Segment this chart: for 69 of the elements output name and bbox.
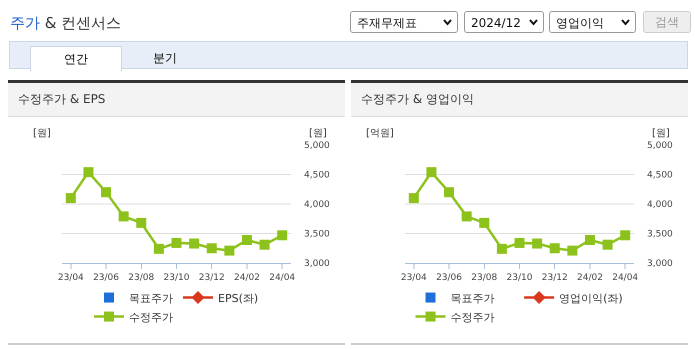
point [224,246,234,256]
y2-tick-label: 4,000 [304,200,330,210]
point [154,244,164,254]
y2-tick-label: 3,000 [304,259,330,270]
point [242,234,252,245]
chart-title: 수정주가 & 영업이익 [351,83,688,117]
legend-label: 수정주가 [129,310,173,324]
y-axis-title: [원] [33,128,51,139]
point [584,234,595,245]
x-tick-label: 23/06 [93,272,120,283]
chart-title: 수정주가 & EPS [8,83,345,117]
point [620,230,630,240]
x-tick-label: 23/08 [471,272,498,283]
point [206,243,217,254]
point [532,238,542,249]
point [426,167,436,178]
point [496,244,507,254]
x-tick-label: 24/04 [612,272,638,283]
x-tick-label: 24/04 [269,272,296,283]
y-axis-title: [억원] [366,128,394,139]
x-tick-label: 23/04 [400,272,428,283]
point [277,230,288,240]
x-tick-label: 23/10 [164,272,190,283]
point [479,218,490,228]
legend-label: 영업이익(좌) [559,292,623,305]
legend-label: EPS(좌) [218,292,258,305]
x-tick-label: 23/12 [198,272,225,283]
x-tick-label: 24/02 [234,272,260,283]
legend-label: 목표주가 [129,292,173,305]
x-tick-label: 23/06 [436,272,462,283]
x-tick-label: 23/08 [128,272,155,283]
point [260,240,270,250]
point [118,211,129,222]
point [408,193,419,204]
point [136,218,146,228]
x-tick-label: 24/02 [576,272,603,283]
y2-tick-label: 4,500 [647,170,674,181]
point [172,238,182,248]
point [444,187,454,198]
text: 분기 [152,50,178,67]
y2-tick-label: 5,000 [647,141,674,152]
y2-tick-label: 5,000 [304,141,330,152]
y2-axis-title: [원] [309,128,327,139]
point [514,238,524,248]
text: 연간 [30,46,122,71]
point [462,211,472,222]
text: 주재무제표 [350,11,458,33]
text: 검색 [643,11,691,33]
x-tick-label: 23/10 [506,272,533,283]
x-tick-label: 23/12 [542,272,568,283]
y2-tick-label: 3,500 [304,230,330,240]
point [567,246,578,256]
point [189,238,200,249]
y2-tick-label: 4,500 [304,170,330,181]
legend-label: 수정주가 [450,310,494,324]
point [83,167,94,178]
point [550,243,560,254]
text: 영업이익 [549,11,636,33]
y2-tick-label: 3,000 [647,259,674,270]
point [602,240,613,250]
text: 2024/12 [464,11,544,33]
text: 주가 & 컨센서스 [10,14,122,32]
legend-label: 목표주가 [450,292,494,305]
x-tick-label: 23/04 [58,272,84,283]
point [66,193,76,204]
point [101,187,112,198]
y2-axis-title: [원] [652,128,670,139]
y2-tick-label: 4,000 [647,200,674,210]
y2-tick-label: 3,500 [647,230,674,240]
